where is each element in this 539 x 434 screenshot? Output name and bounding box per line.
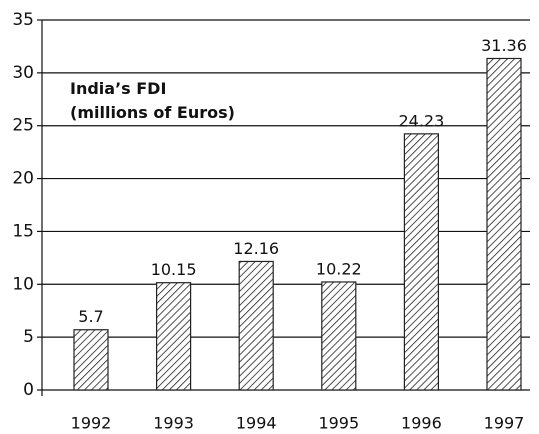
y-tick-label: 0 [23, 380, 34, 400]
y-tick-label: 30 [12, 63, 34, 83]
y-tick-label: 35 [12, 10, 34, 30]
bar [156, 282, 192, 391]
x-tick-label: 1996 [401, 414, 442, 433]
data-label: 5.7 [78, 307, 103, 326]
x-tick-label: 1994 [236, 414, 277, 433]
data-label: 24.23 [398, 111, 444, 130]
y-tick-label: 10 [12, 274, 34, 294]
y-tick-label: 5 [23, 327, 34, 347]
chart-title: India’s FDI [70, 79, 166, 98]
bar [321, 281, 357, 391]
x-tick-label: 1992 [71, 414, 112, 433]
bar [238, 260, 274, 391]
bar [73, 329, 109, 391]
bar [486, 57, 522, 391]
bar [403, 133, 439, 391]
y-tick-label: 15 [12, 221, 34, 241]
data-label: 12.16 [233, 239, 279, 258]
x-tick-label: 1997 [484, 414, 525, 433]
data-label: 10.15 [151, 260, 197, 279]
data-label: 31.36 [481, 36, 527, 55]
y-tick-label: 20 [12, 169, 34, 189]
chart-subtitle: (millions of Euros) [70, 103, 235, 122]
x-tick-label: 1993 [153, 414, 194, 433]
y-tick-label: 25 [12, 116, 34, 136]
data-label: 10.22 [316, 259, 362, 278]
x-tick-label: 1995 [318, 414, 359, 433]
